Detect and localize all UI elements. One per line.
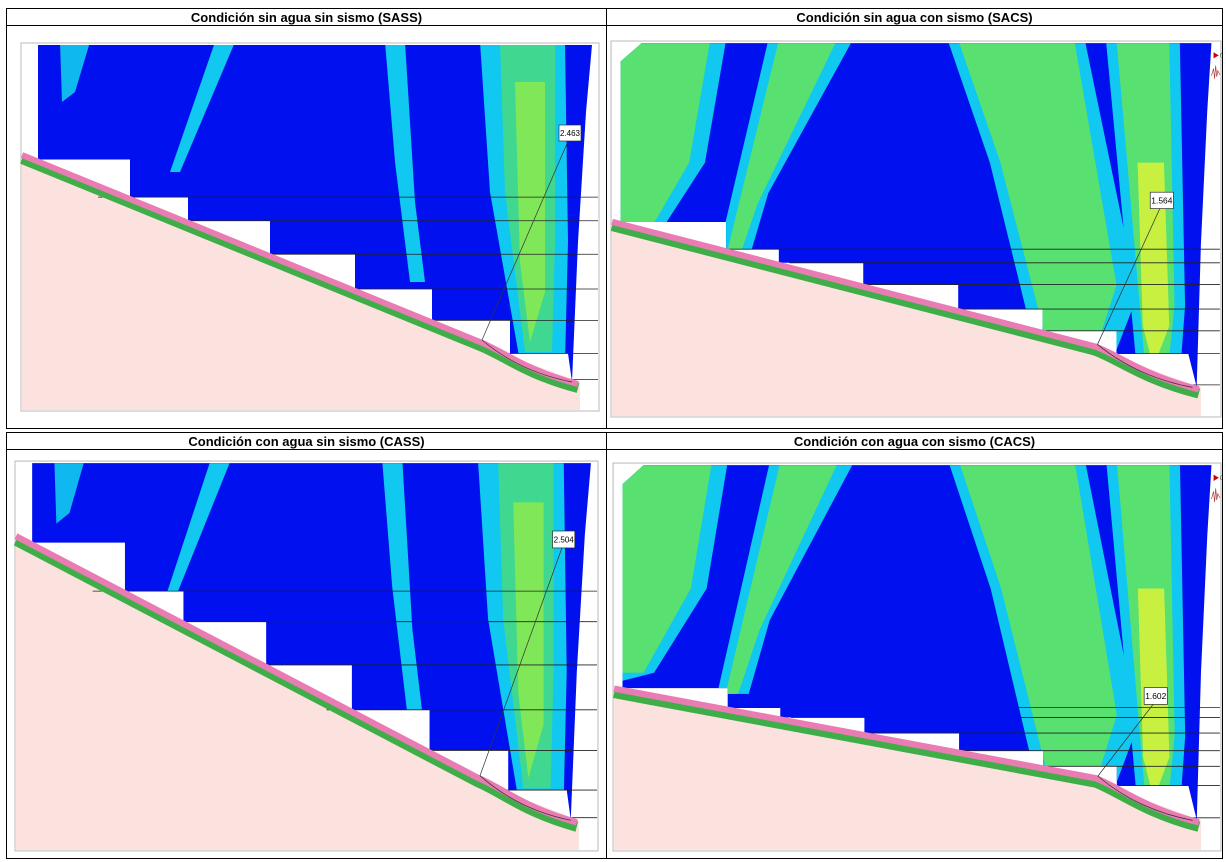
accel-trace <box>1211 65 1221 79</box>
contour-band <box>958 43 1117 367</box>
slope-layer-pink <box>613 685 1200 826</box>
slope-layer-green <box>613 687 1201 832</box>
slope-layer-green <box>610 220 1201 399</box>
cell-title: Condición sin agua sin sismo (SASS) <box>6 8 607 26</box>
image-cell <box>606 449 1223 859</box>
factor-box <box>558 124 582 142</box>
contour-bands <box>60 45 568 362</box>
contour-band <box>723 43 837 265</box>
factor-box <box>552 530 576 549</box>
factor-box <box>1149 191 1174 209</box>
cell-title: Condición sin agua con sismo (SACS) <box>606 8 1223 26</box>
contour-bands <box>54 463 567 800</box>
slope-figure: 2.463 <box>20 42 600 412</box>
contour-band <box>54 463 85 524</box>
slip-surface <box>479 545 571 821</box>
slip-surface <box>1097 206 1193 388</box>
contour-band <box>620 43 711 245</box>
contour-bands <box>620 43 1186 378</box>
factor-label: 2.463 <box>560 129 581 138</box>
contour-bands <box>622 465 1186 810</box>
contour-band <box>959 465 1117 800</box>
slip-surface <box>1097 702 1193 821</box>
slope-layer-pink <box>611 218 1200 393</box>
accel-label: 0.15 <box>1220 52 1222 59</box>
accel-marker <box>1213 474 1219 481</box>
slope-figure: 2.504 <box>14 460 599 852</box>
contour-band <box>165 463 231 598</box>
contour-band <box>622 465 712 673</box>
accel-marker <box>1213 52 1219 59</box>
contour-band <box>385 45 425 282</box>
slope-layer-green <box>14 535 579 832</box>
contour-base <box>32 463 591 820</box>
accel-trace <box>1211 488 1221 503</box>
cell-title: Condición con agua sin sismo (CASS) <box>6 432 607 450</box>
slope-figure: 1.602 0.15 <box>612 462 1222 852</box>
contour-band <box>170 45 235 172</box>
cell-title: Condición con agua con sismo (CACS) <box>606 432 1223 450</box>
factor-label: 1.564 <box>1151 196 1172 206</box>
contour-base <box>38 45 592 382</box>
factor-label: 1.602 <box>1145 691 1166 701</box>
ground <box>614 688 1201 850</box>
contour-band <box>382 463 423 715</box>
contour-band <box>725 465 839 694</box>
accel-label: 0.15 <box>1220 475 1222 482</box>
contour-band <box>1137 162 1170 367</box>
slope-layer-pink <box>14 533 578 826</box>
slope-layer-green <box>20 154 580 393</box>
ground <box>612 221 1201 416</box>
contour-band <box>515 82 545 342</box>
slope-figure: 1.564 0.15 <box>610 40 1222 418</box>
factor-label: 2.504 <box>554 535 575 544</box>
slip-surface <box>481 138 573 383</box>
factor-box <box>1143 687 1168 705</box>
image-cell <box>606 25 1223 429</box>
contour-band <box>60 45 90 102</box>
slope-layer-pink <box>20 152 579 387</box>
